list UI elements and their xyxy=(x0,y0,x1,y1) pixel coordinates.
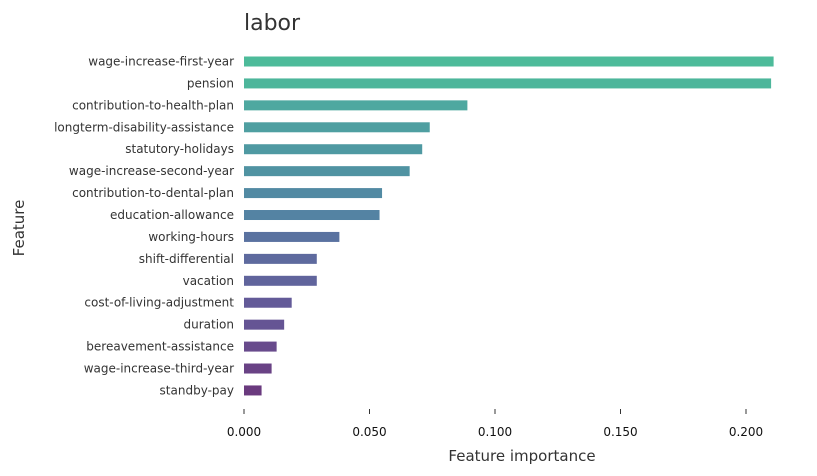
bar-statutory-holidays xyxy=(244,144,423,155)
category-label-pension: pension xyxy=(187,76,234,90)
x-axis-title: Feature importance xyxy=(448,447,595,465)
category-label-education-allowance: education-allowance xyxy=(110,208,234,222)
category-label-contribution-to-dental-plan: contribution-to-dental-plan xyxy=(72,186,234,200)
bar-contribution-to-dental-plan xyxy=(244,188,383,199)
x-ticks-group: 0.000 0.050 0.100 0.150 0.200 xyxy=(227,409,763,439)
bar-vacation xyxy=(244,275,317,286)
chart-title: labor xyxy=(244,11,301,36)
category-label-wage-increase-first-year: wage-increase-first-year xyxy=(88,55,234,69)
category-label-shift-differential: shift-differential xyxy=(139,252,234,266)
bars-group xyxy=(244,56,774,396)
bar-longterm-disability-assistance xyxy=(244,122,430,133)
bar-contribution-to-health-plan xyxy=(244,100,468,111)
bar-pension xyxy=(244,78,772,89)
category-label-wage-increase-third-year: wage-increase-third-year xyxy=(84,362,234,376)
y-axis-title: Feature xyxy=(10,200,28,257)
x-tick-label: 0.000 xyxy=(227,425,261,439)
category-label-longterm-disability-assistance: longterm-disability-assistance xyxy=(54,120,234,134)
bar-education-allowance xyxy=(244,210,380,221)
category-labels-group: wage-increase-first-year pension contribut… xyxy=(54,55,234,398)
bar-cost-of-living-adjustment xyxy=(244,297,292,308)
x-tick-label: 0.050 xyxy=(352,425,386,439)
x-tick-label: 0.200 xyxy=(729,425,763,439)
x-tick-label: 0.100 xyxy=(478,425,512,439)
bar-wage-increase-first-year xyxy=(244,56,774,67)
category-label-wage-increase-second-year: wage-increase-second-year xyxy=(69,164,234,178)
x-tick-label: 0.150 xyxy=(603,425,637,439)
bar-bereavement-assistance xyxy=(244,341,277,352)
category-label-working-hours: working-hours xyxy=(148,230,234,244)
category-label-contribution-to-health-plan: contribution-to-health-plan xyxy=(72,98,234,112)
category-label-vacation: vacation xyxy=(183,274,234,288)
bar-standby-pay xyxy=(244,385,262,396)
bar-wage-increase-third-year xyxy=(244,363,272,374)
bar-working-hours xyxy=(244,231,340,242)
bar-duration xyxy=(244,319,285,330)
bar-wage-increase-second-year xyxy=(244,166,410,177)
category-label-statutory-holidays: statutory-holidays xyxy=(125,142,234,156)
bar-shift-differential xyxy=(244,253,317,264)
category-label-bereavement-assistance: bereavement-assistance xyxy=(86,340,234,354)
category-label-duration: duration xyxy=(184,318,235,332)
category-label-cost-of-living-adjustment: cost-of-living-adjustment xyxy=(84,296,234,310)
category-label-standby-pay: standby-pay xyxy=(160,383,234,397)
